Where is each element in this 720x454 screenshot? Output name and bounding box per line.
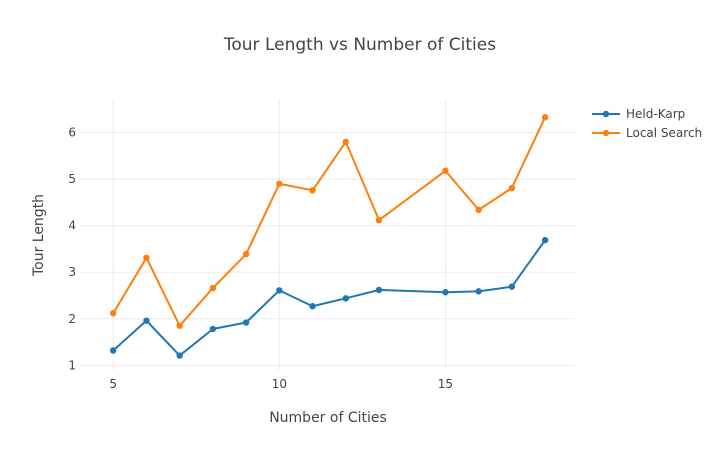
data-point-local-search[interactable]	[508, 184, 516, 192]
data-point-local-search[interactable]	[375, 216, 383, 224]
data-point-held-karp[interactable]	[110, 347, 117, 354]
data-point-held-karp[interactable]	[242, 319, 250, 326]
data-point-local-search[interactable]	[110, 310, 117, 317]
series-line-held-karp	[112, 239, 546, 357]
data-point-local-search[interactable]	[309, 187, 316, 194]
data-point-held-karp[interactable]	[442, 289, 449, 296]
y-tick-label: 1	[68, 358, 76, 372]
series-held-karp	[110, 236, 549, 359]
legend-item-held-karp[interactable]: Held-Karp	[592, 107, 685, 121]
x-tick-label: 5	[109, 377, 117, 391]
data-point-held-karp[interactable]	[276, 287, 283, 294]
data-point-held-karp[interactable]	[475, 288, 482, 295]
data-point-held-karp[interactable]	[342, 295, 349, 302]
chart-title: Tour Length vs Number of Cities	[223, 35, 496, 55]
data-point-local-search[interactable]	[442, 167, 449, 174]
data-point-local-search[interactable]	[209, 284, 217, 292]
data-point-held-karp[interactable]	[541, 236, 549, 244]
legend[interactable]: Held-Karp Local Search	[592, 107, 702, 140]
gridlines	[80, 100, 575, 370]
legend-item-local-search[interactable]: Local Search	[592, 126, 702, 140]
x-tick-label: 15	[438, 377, 453, 391]
series-line-local-search	[112, 116, 547, 327]
y-axis-ticks: 1 2 3 4 5 6	[68, 126, 76, 373]
data-point-held-karp[interactable]	[309, 303, 316, 310]
data-point-local-search[interactable]	[276, 180, 283, 187]
legend-swatch-marker	[602, 129, 610, 137]
y-axis-title: Tour Length	[31, 194, 47, 277]
data-point-held-karp[interactable]	[375, 286, 383, 294]
legend-label: Local Search	[626, 126, 702, 140]
data-point-local-search[interactable]	[475, 206, 482, 214]
legend-swatch-marker	[602, 110, 610, 118]
x-axis-title: Number of Cities	[269, 410, 387, 426]
data-point-held-karp[interactable]	[209, 325, 217, 333]
y-tick-label: 4	[68, 219, 76, 233]
data-point-local-search[interactable]	[541, 114, 549, 121]
series-layer	[110, 114, 549, 359]
data-point-held-karp[interactable]	[143, 317, 150, 324]
y-tick-label: 5	[68, 172, 76, 186]
y-tick-label: 2	[68, 312, 76, 326]
data-point-local-search[interactable]	[143, 254, 150, 262]
data-point-local-search[interactable]	[342, 138, 349, 146]
data-point-local-search[interactable]	[242, 250, 250, 258]
y-tick-label: 6	[68, 126, 76, 140]
data-point-local-search[interactable]	[176, 322, 183, 329]
legend-label: Held-Karp	[626, 107, 685, 121]
x-tick-label: 10	[272, 377, 287, 391]
series-local-search	[110, 114, 549, 329]
x-axis-ticks: 5 10 15	[109, 377, 453, 391]
y-tick-label: 3	[68, 265, 76, 279]
data-point-held-karp[interactable]	[508, 283, 516, 290]
data-point-held-karp[interactable]	[176, 352, 183, 359]
